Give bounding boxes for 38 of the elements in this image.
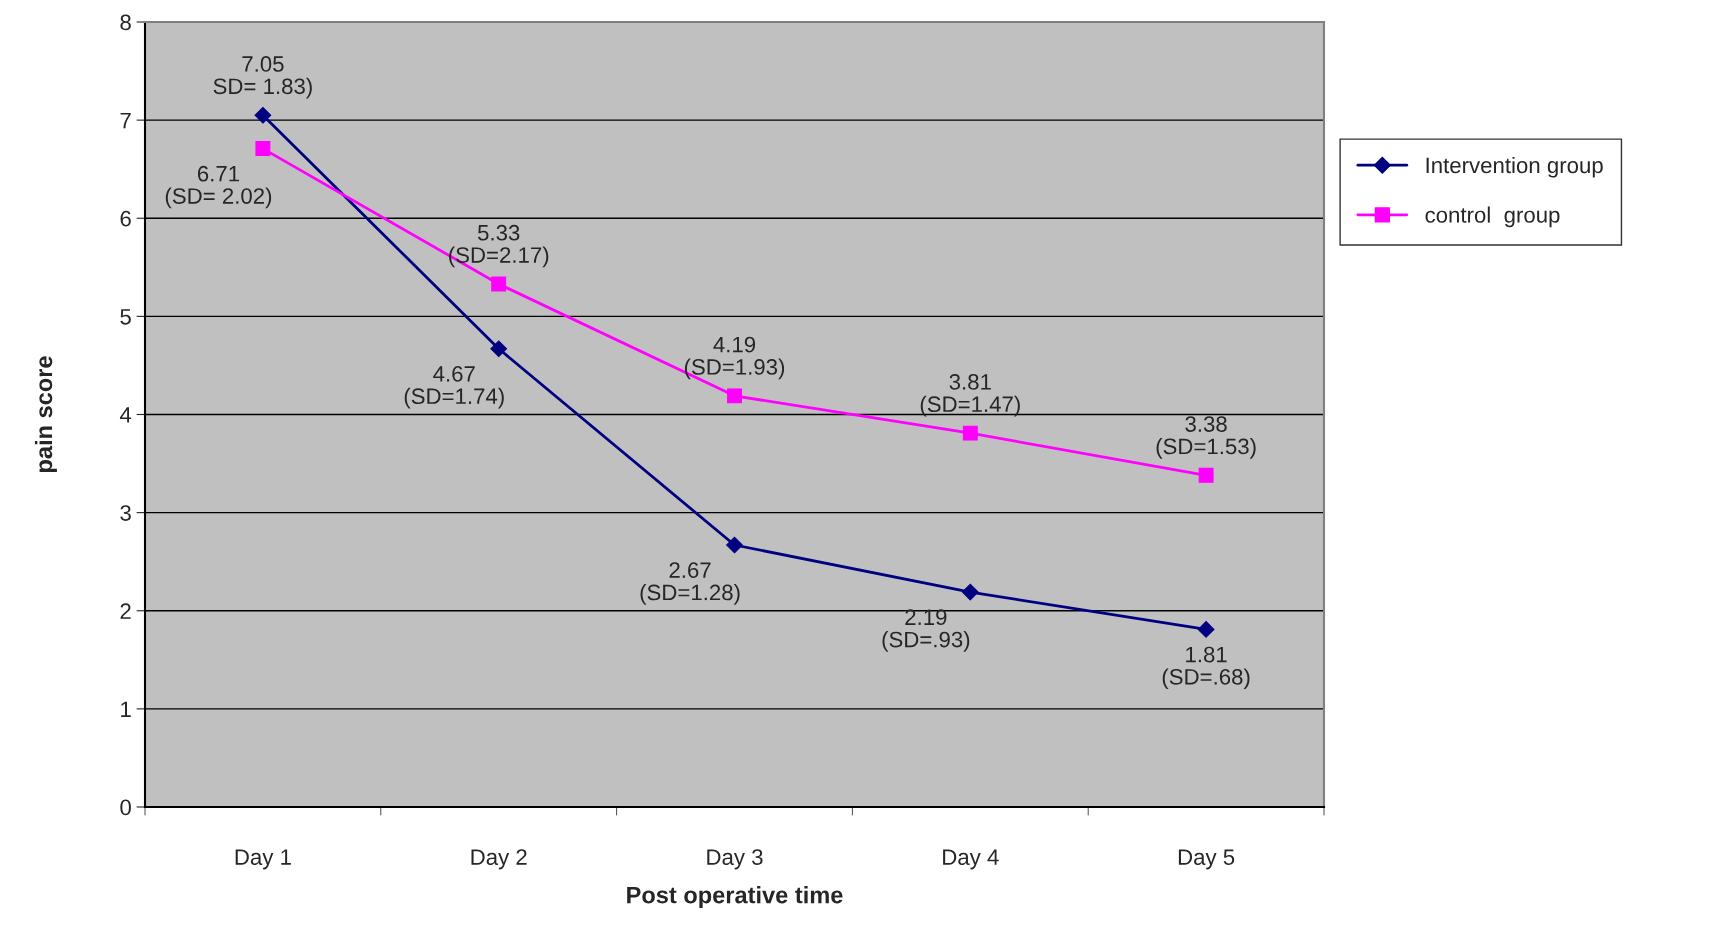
x-tick-label: Day 1 bbox=[235, 849, 291, 870]
data-label: 5.33 (SD=2.17) bbox=[449, 224, 549, 268]
legend-label: Intervention group bbox=[1426, 156, 1603, 178]
point bbox=[726, 536, 743, 554]
y-axis-title: pain score bbox=[34, 356, 57, 472]
point bbox=[254, 106, 272, 124]
point bbox=[962, 425, 978, 441]
y-tick-label: 2 bbox=[120, 603, 131, 619]
data-label: 2.19 (SD=.93) bbox=[882, 609, 970, 652]
x-axis-title: Post operative time bbox=[627, 886, 843, 909]
data-label: 4.67 (SD=1.74) bbox=[404, 366, 504, 409]
point bbox=[490, 340, 508, 358]
point bbox=[1197, 621, 1215, 638]
y-tick-label: 3 bbox=[120, 505, 131, 521]
point bbox=[1198, 467, 1214, 483]
x-tick-label: Day 2 bbox=[471, 849, 527, 870]
y-tick-label: 8 bbox=[120, 14, 131, 31]
data-label: 7.05 SD= 1.83) bbox=[213, 56, 312, 99]
y-tick-label: 1 bbox=[121, 701, 131, 717]
point bbox=[255, 141, 271, 157]
point bbox=[727, 388, 742, 404]
y-tick-label: 0 bbox=[120, 799, 131, 816]
point bbox=[491, 276, 507, 292]
data-label: 2.67 (SD=1.28) bbox=[640, 562, 740, 605]
x-tick-label: Day 5 bbox=[1178, 849, 1235, 870]
x-tick-label: Day 4 bbox=[943, 849, 999, 870]
y-tick-label: 6 bbox=[120, 210, 131, 227]
y-tick-label: 7 bbox=[120, 112, 131, 129]
y-tick-label: 4 bbox=[119, 407, 132, 423]
x-tick-label: Day 3 bbox=[707, 849, 763, 870]
y-tick-label: 5 bbox=[120, 309, 131, 325]
data-label: 3.38 (SD=1.53) bbox=[1156, 416, 1256, 459]
point bbox=[961, 583, 979, 601]
data-label: 6.71 (SD= 2.02) bbox=[165, 165, 272, 209]
data-label: 1.81 (SD=.68) bbox=[1162, 646, 1250, 690]
data-label: 4.19 (SD=1.93) bbox=[684, 336, 785, 380]
data-label: 3.81 (SD=1.47) bbox=[920, 374, 1020, 417]
legend-label: control group bbox=[1425, 206, 1560, 228]
